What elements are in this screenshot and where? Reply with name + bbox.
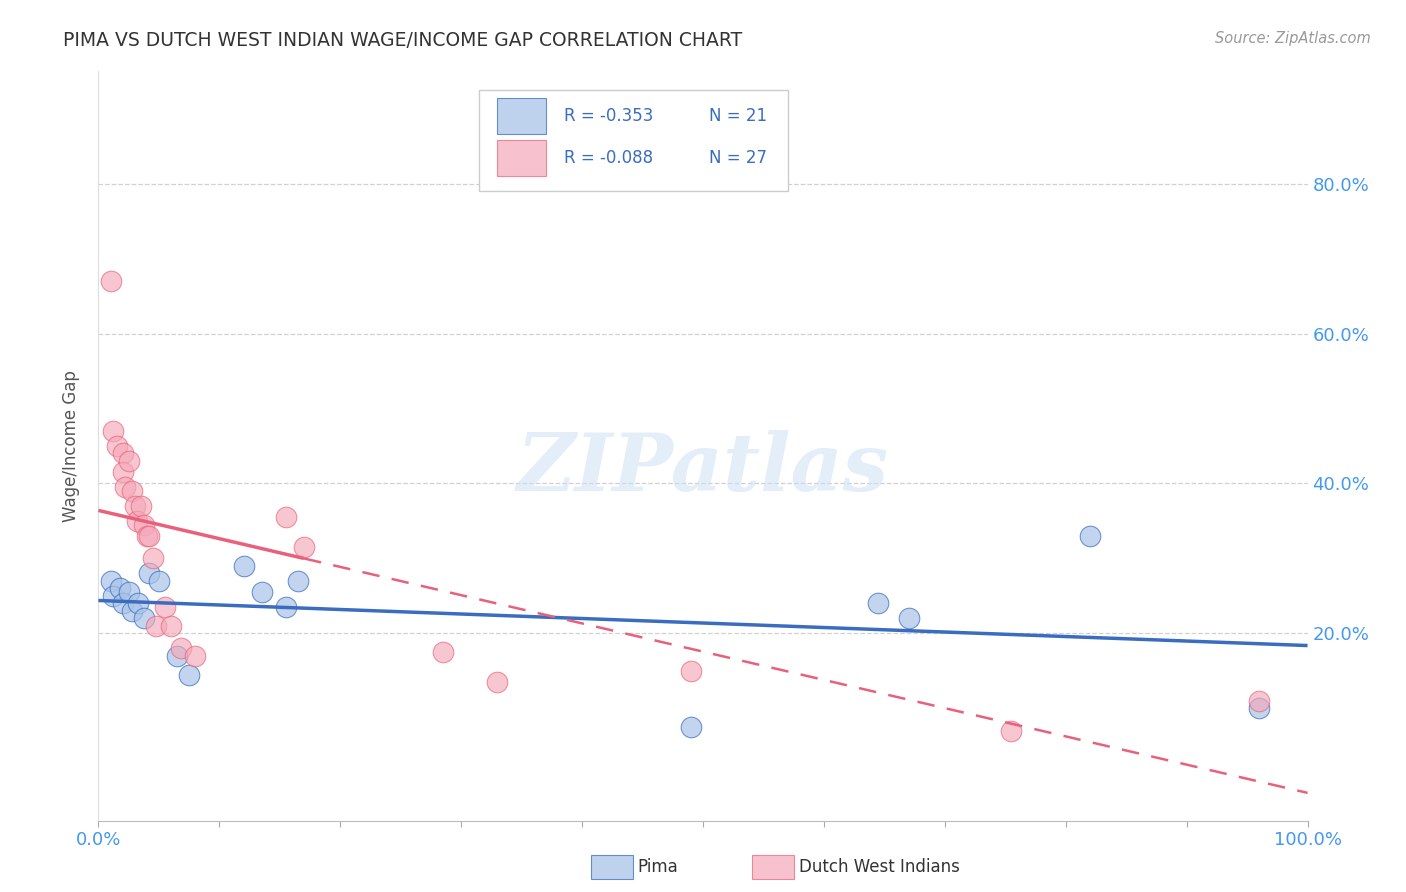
FancyBboxPatch shape: [498, 98, 546, 135]
Text: R = -0.088: R = -0.088: [564, 149, 652, 167]
Text: N = 27: N = 27: [709, 149, 768, 167]
Text: N = 21: N = 21: [709, 107, 768, 125]
Point: [138, 529, 160, 543]
Text: Dutch West Indians: Dutch West Indians: [799, 858, 959, 876]
Point: [121, 604, 143, 618]
FancyBboxPatch shape: [479, 90, 787, 191]
Point: [111, 446, 134, 460]
Point: [868, 596, 890, 610]
Point: [897, 611, 920, 625]
Point: [486, 675, 509, 690]
Point: [100, 574, 122, 588]
Point: [101, 589, 124, 603]
Point: [679, 720, 702, 734]
Point: [134, 611, 156, 625]
Point: [142, 551, 165, 566]
Point: [134, 517, 156, 532]
Point: [148, 574, 170, 588]
Point: [153, 600, 176, 615]
Text: Source: ZipAtlas.com: Source: ZipAtlas.com: [1215, 31, 1371, 46]
Point: [114, 480, 136, 494]
Point: [287, 574, 309, 588]
Point: [432, 645, 454, 659]
Point: [250, 585, 273, 599]
Point: [184, 648, 207, 663]
Point: [127, 514, 149, 528]
Point: [292, 540, 315, 554]
Point: [111, 465, 134, 479]
Point: [127, 596, 149, 610]
Point: [135, 529, 157, 543]
FancyBboxPatch shape: [498, 139, 546, 176]
Point: [274, 600, 297, 615]
Point: [138, 566, 160, 581]
Text: PIMA VS DUTCH WEST INDIAN WAGE/INCOME GAP CORRELATION CHART: PIMA VS DUTCH WEST INDIAN WAGE/INCOME GA…: [63, 31, 742, 50]
Point: [118, 585, 141, 599]
Point: [166, 648, 188, 663]
Point: [274, 510, 297, 524]
Point: [1249, 694, 1271, 708]
Point: [105, 439, 128, 453]
Point: [1078, 529, 1101, 543]
Point: [101, 424, 124, 438]
Point: [121, 483, 143, 498]
Point: [100, 274, 122, 288]
Point: [129, 499, 152, 513]
Point: [124, 499, 146, 513]
Text: ZIPatlas: ZIPatlas: [517, 430, 889, 508]
Point: [179, 667, 201, 681]
Y-axis label: Wage/Income Gap: Wage/Income Gap: [62, 370, 80, 522]
Point: [111, 596, 134, 610]
Point: [108, 582, 131, 596]
Point: [1249, 701, 1271, 715]
Point: [679, 664, 702, 678]
Point: [160, 619, 183, 633]
Point: [145, 619, 167, 633]
Point: [118, 454, 141, 468]
Point: [232, 558, 254, 573]
Point: [1000, 723, 1022, 738]
Point: [169, 641, 191, 656]
Text: Pima: Pima: [637, 858, 678, 876]
Text: R = -0.353: R = -0.353: [564, 107, 654, 125]
